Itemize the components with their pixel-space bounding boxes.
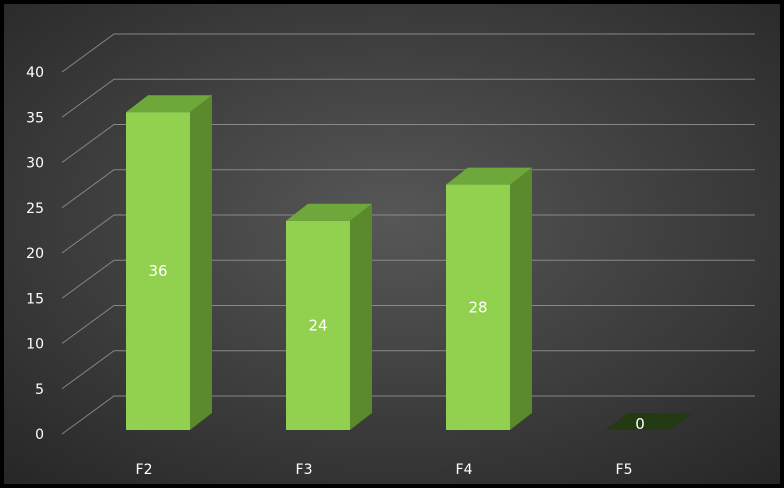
y-tick-label: 20	[26, 246, 44, 262]
y-axis-ticks: 0 5 10 15 20 25 30 35 40	[26, 65, 44, 443]
bars	[126, 95, 692, 430]
data-labels: 36 24 28 0	[148, 262, 644, 433]
x-tick-label: F2	[136, 462, 153, 478]
gridline	[61, 395, 755, 435]
bar	[286, 220, 350, 430]
gridline	[61, 259, 755, 299]
data-label: 0	[635, 415, 645, 433]
y-tick-label: 5	[35, 382, 44, 398]
y-tick-label: 10	[26, 337, 44, 353]
gridline	[61, 33, 755, 73]
x-tick-label: F3	[296, 462, 313, 478]
bar	[126, 112, 190, 430]
y-tick-label: 35	[26, 110, 44, 126]
gridline	[61, 305, 755, 344]
y-tick-label: 25	[26, 201, 44, 217]
bar	[446, 184, 510, 430]
data-label: 24	[308, 316, 327, 334]
y-tick-label: 0	[35, 427, 44, 443]
gridline	[61, 78, 755, 118]
bar-side	[510, 167, 532, 430]
y-tick-label: 30	[26, 156, 44, 172]
bar-top	[446, 167, 532, 185]
gridlines	[61, 33, 755, 435]
gridline	[61, 350, 755, 390]
x-tick-label: F4	[456, 462, 473, 478]
bar-side	[350, 203, 372, 430]
y-tick-label: 40	[26, 65, 44, 81]
chart-background	[4, 4, 780, 484]
x-axis-ticks: F2 F3 F4 F5	[136, 462, 633, 478]
bar-side	[190, 95, 212, 430]
gridline	[61, 214, 755, 254]
bar-top	[126, 95, 212, 113]
bar	[606, 413, 692, 430]
gridline	[61, 124, 755, 163]
y-tick-label: 15	[26, 291, 44, 307]
gridline	[61, 169, 755, 209]
data-label: 36	[148, 262, 167, 280]
data-label: 28	[468, 298, 487, 316]
bar-top	[286, 203, 372, 221]
x-tick-label: F5	[616, 462, 633, 478]
